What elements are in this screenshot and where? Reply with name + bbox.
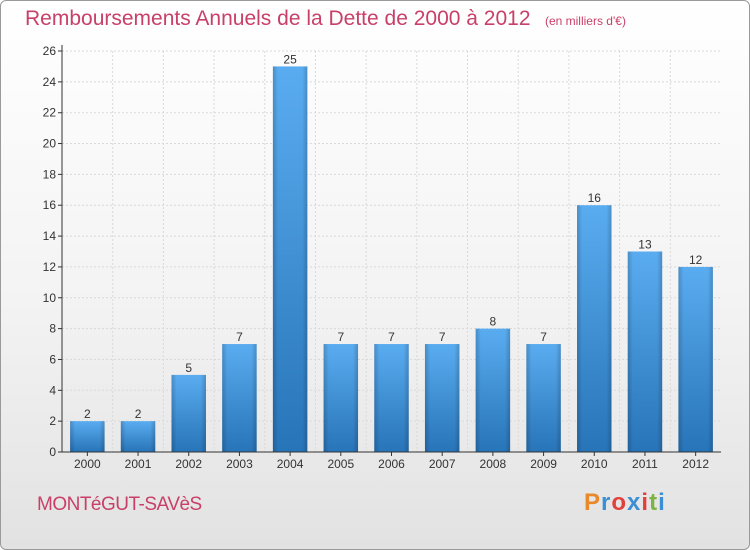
x-tick-label: 2002 bbox=[175, 457, 202, 471]
y-tick-label: 20 bbox=[43, 137, 57, 151]
logo-letter: i bbox=[658, 489, 666, 516]
x-tick-label: 2010 bbox=[581, 457, 608, 471]
y-tick-label: 0 bbox=[49, 445, 56, 459]
x-tick-label: 2009 bbox=[530, 457, 557, 471]
bar-value-label: 7 bbox=[236, 330, 243, 344]
chart-title: Remboursements Annuels de la Dette de 20… bbox=[25, 7, 531, 30]
bar-shade bbox=[424, 344, 460, 452]
logo-letter: r bbox=[601, 489, 612, 516]
x-tick-label: 2006 bbox=[378, 457, 405, 471]
bar-shade bbox=[627, 251, 663, 452]
y-tick-label: 16 bbox=[43, 198, 57, 212]
title-row: Remboursements Annuels de la Dette de 20… bbox=[25, 7, 626, 31]
municipality-name: MONTéGUT-SAVèS bbox=[37, 494, 202, 515]
bar-value-label: 13 bbox=[638, 238, 652, 252]
bar-value-label: 16 bbox=[588, 191, 602, 205]
bar-value-label: 7 bbox=[540, 330, 547, 344]
x-tick-label: 2004 bbox=[277, 457, 304, 471]
x-tick-label: 2011 bbox=[632, 457, 658, 471]
x-tick-label: 2001 bbox=[125, 457, 152, 471]
bar-shade bbox=[272, 66, 308, 452]
bar-value-label: 5 bbox=[185, 361, 192, 375]
bar-value-label: 8 bbox=[490, 315, 497, 329]
x-tick-label: 2007 bbox=[429, 457, 456, 471]
bar-value-label: 25 bbox=[283, 52, 297, 66]
y-tick-label: 24 bbox=[43, 75, 57, 89]
y-tick-label: 12 bbox=[43, 260, 57, 274]
y-tick-label: 22 bbox=[43, 106, 57, 120]
bar-shade bbox=[526, 344, 561, 452]
logo-letter: P bbox=[584, 489, 602, 516]
x-tick-label: 2008 bbox=[480, 457, 507, 471]
bar-shade bbox=[678, 266, 713, 452]
x-tick-label: 2012 bbox=[682, 457, 709, 471]
bar-shade bbox=[171, 374, 206, 452]
bar-shade bbox=[323, 344, 359, 452]
y-tick-label: 4 bbox=[49, 383, 56, 397]
proxiti-logo: Proxiti bbox=[584, 489, 666, 517]
bar-value-label: 2 bbox=[135, 407, 142, 421]
x-tick-label: 2000 bbox=[74, 457, 101, 471]
bar-shade bbox=[222, 344, 257, 452]
chart-unit: (en milliers d'€) bbox=[544, 14, 626, 28]
logo-letter: x bbox=[627, 489, 642, 516]
bar-value-label: 7 bbox=[439, 330, 446, 344]
x-tick-label: 2003 bbox=[226, 457, 253, 471]
bar-value-label: 7 bbox=[388, 330, 395, 344]
y-tick-label: 14 bbox=[43, 229, 57, 243]
bar-shade bbox=[577, 205, 612, 452]
bar-shade bbox=[475, 328, 511, 452]
bar-value-label: 12 bbox=[689, 253, 703, 267]
bar-value-label: 7 bbox=[337, 330, 344, 344]
x-tick-label: 2005 bbox=[327, 457, 354, 471]
logo-letter: t bbox=[649, 489, 659, 516]
logo-letter: o bbox=[611, 489, 628, 516]
y-tick-label: 10 bbox=[43, 291, 57, 305]
y-tick-label: 8 bbox=[49, 322, 56, 336]
bar-shade bbox=[70, 421, 105, 452]
y-tick-label: 2 bbox=[49, 414, 56, 428]
bar-shade bbox=[374, 344, 409, 452]
logo-letter: i bbox=[641, 489, 650, 516]
y-tick-label: 18 bbox=[43, 167, 57, 181]
bar-value-label: 2 bbox=[84, 407, 91, 421]
y-tick-label: 26 bbox=[43, 44, 57, 58]
bar-shade bbox=[120, 421, 156, 452]
y-tick-label: 6 bbox=[49, 352, 56, 366]
